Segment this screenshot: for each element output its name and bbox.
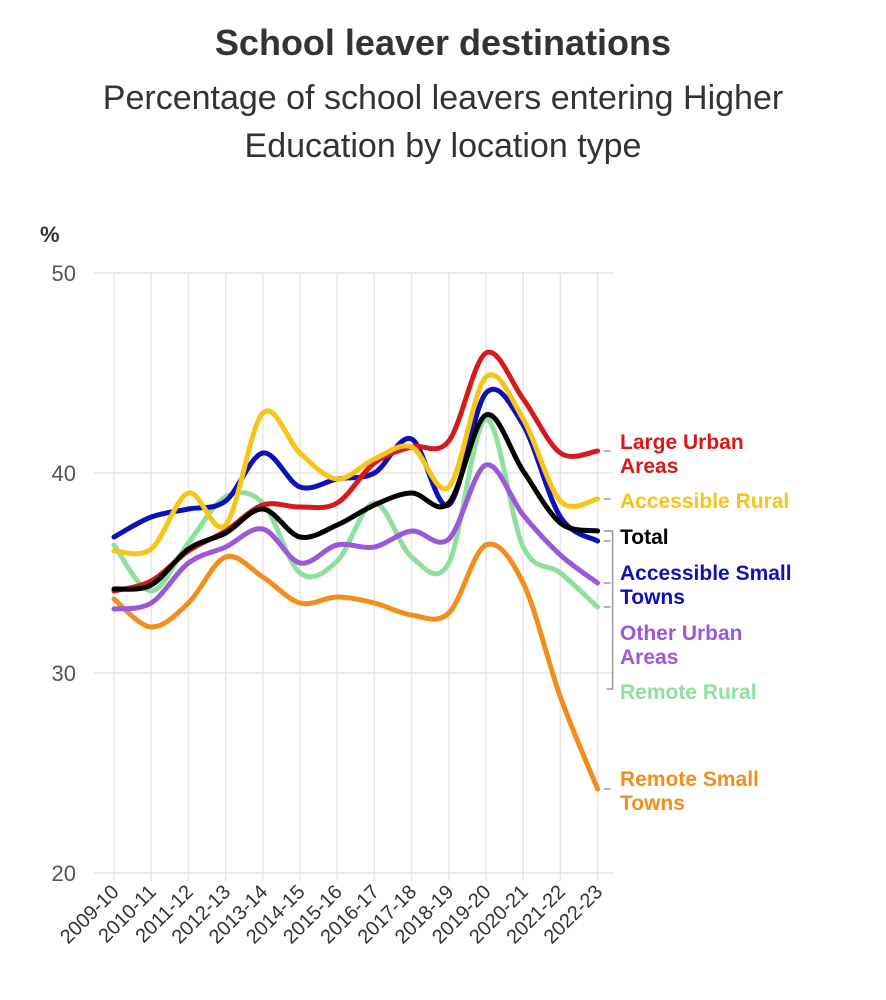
y-tick-label: 20 [52,861,76,886]
series-label-large-urban-areas: Large Urban Areas [620,431,744,478]
chart-subtitle: Percentage of school leavers entering Hi… [0,74,886,170]
series-line-other-urban-areas [111,462,601,612]
series-label-remote-rural: Remote Rural [620,681,757,704]
series-label-total: Total [620,526,669,549]
series-label-line: Areas [620,646,678,669]
y-tick-label: 30 [52,661,76,686]
chart-title: School leaver destinations [214,22,672,63]
series-label-line: Other Urban [620,622,743,645]
series-line-total [111,412,601,592]
subtitle-line-2: Education by location type [244,127,642,165]
series-label-accessible-small-towns: Accessible Small Towns [620,562,792,609]
series-label-line: Remote Rural [620,681,757,704]
series-line-accessible-small-towns [111,386,601,544]
series-label-line: Areas [620,455,678,478]
series-label-line: Towns [620,792,685,815]
series-label-line: Large Urban [620,431,744,454]
series-label-accessible-rural: Accessible Rural [620,490,789,513]
series-label-remote-small-towns: Remote Small Towns [620,768,759,815]
subtitle-line-1: Percentage of school leavers entering Hi… [102,79,784,117]
series-label-other-urban-areas: Other Urban Areas [620,622,743,669]
series-label-line: Remote Small [620,768,759,791]
label-bracket [606,530,614,690]
series-label-line: Total [620,526,669,549]
series-label-line: Accessible Small [620,562,792,585]
series-line-accessible-rural [111,372,601,557]
y-tick-label: 50 [52,261,76,286]
series-label-line: Towns [620,586,685,609]
series-line-remote-small-towns [111,541,601,792]
y-tick-label: 40 [52,461,76,486]
y-axis-label: % [40,222,60,247]
series-label-line: Accessible Rural [620,490,789,513]
